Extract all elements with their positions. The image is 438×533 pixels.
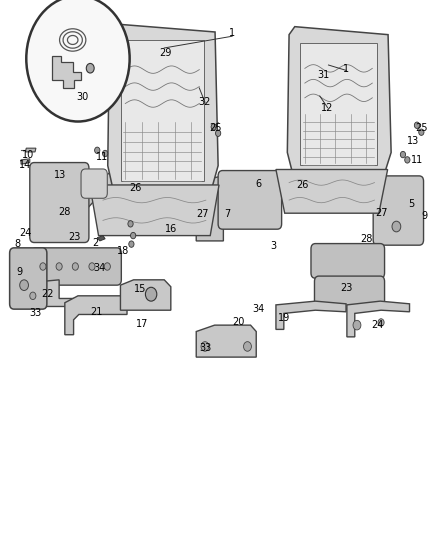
Circle shape xyxy=(129,241,134,247)
Polygon shape xyxy=(31,280,81,306)
Circle shape xyxy=(40,263,46,270)
Text: 5: 5 xyxy=(409,199,415,208)
Circle shape xyxy=(211,124,216,130)
Polygon shape xyxy=(65,296,127,335)
Text: 28: 28 xyxy=(360,234,372,244)
Text: 10: 10 xyxy=(22,150,35,159)
Text: 14: 14 xyxy=(19,160,32,170)
Circle shape xyxy=(145,287,157,301)
Circle shape xyxy=(89,263,95,270)
Polygon shape xyxy=(347,301,410,337)
Text: 9: 9 xyxy=(422,211,428,221)
Text: 11: 11 xyxy=(95,152,108,162)
Polygon shape xyxy=(276,301,346,329)
Text: 2: 2 xyxy=(92,238,99,247)
Text: 19: 19 xyxy=(278,313,290,322)
Circle shape xyxy=(72,263,78,270)
Circle shape xyxy=(414,122,420,128)
Circle shape xyxy=(104,263,110,270)
Polygon shape xyxy=(108,24,218,189)
FancyBboxPatch shape xyxy=(373,176,424,245)
FancyBboxPatch shape xyxy=(10,248,47,309)
Text: 15: 15 xyxy=(134,284,146,294)
Text: 11: 11 xyxy=(411,155,423,165)
Polygon shape xyxy=(120,280,171,310)
Circle shape xyxy=(392,221,401,232)
Text: 32: 32 xyxy=(199,98,211,107)
Text: 18: 18 xyxy=(117,246,130,255)
Text: 30: 30 xyxy=(76,92,88,102)
Text: 24: 24 xyxy=(19,229,32,238)
Text: 3: 3 xyxy=(271,241,277,251)
Text: 27: 27 xyxy=(375,208,387,218)
Text: 34: 34 xyxy=(94,263,106,272)
Polygon shape xyxy=(52,56,81,88)
Circle shape xyxy=(102,150,108,157)
Text: 28: 28 xyxy=(59,207,71,217)
Polygon shape xyxy=(21,159,30,164)
Text: 20: 20 xyxy=(233,318,245,327)
Circle shape xyxy=(244,342,251,351)
Text: 33: 33 xyxy=(200,343,212,352)
FancyBboxPatch shape xyxy=(30,163,89,243)
Circle shape xyxy=(26,0,130,122)
Polygon shape xyxy=(90,185,219,236)
FancyBboxPatch shape xyxy=(314,276,385,309)
Bar xyxy=(121,40,204,181)
Circle shape xyxy=(419,129,424,135)
Text: 9: 9 xyxy=(16,267,22,277)
Text: 7: 7 xyxy=(225,209,231,219)
Text: 34: 34 xyxy=(252,304,265,314)
Text: 12: 12 xyxy=(321,103,334,112)
Circle shape xyxy=(56,263,62,270)
Circle shape xyxy=(400,151,406,158)
Text: 17: 17 xyxy=(136,319,148,329)
Text: 27: 27 xyxy=(196,209,208,219)
Circle shape xyxy=(131,232,136,239)
Polygon shape xyxy=(196,176,223,241)
Text: 25: 25 xyxy=(415,123,427,133)
Text: 1: 1 xyxy=(343,64,349,74)
Text: 22: 22 xyxy=(41,289,53,299)
FancyBboxPatch shape xyxy=(81,169,107,198)
Text: 16: 16 xyxy=(165,224,177,234)
FancyBboxPatch shape xyxy=(218,171,282,229)
Circle shape xyxy=(95,147,100,154)
Circle shape xyxy=(201,342,209,351)
Polygon shape xyxy=(277,171,293,204)
Text: 1: 1 xyxy=(229,28,235,38)
Circle shape xyxy=(405,157,410,163)
Text: 33: 33 xyxy=(30,309,42,318)
Text: 26: 26 xyxy=(130,183,142,192)
Text: 26: 26 xyxy=(296,181,308,190)
Text: 31: 31 xyxy=(317,70,329,79)
Text: 21: 21 xyxy=(90,307,102,317)
Text: 23: 23 xyxy=(68,232,81,242)
Text: 13: 13 xyxy=(407,136,420,146)
Polygon shape xyxy=(287,27,391,173)
Circle shape xyxy=(128,221,133,227)
Text: 24: 24 xyxy=(371,320,384,330)
Bar xyxy=(300,43,377,165)
Polygon shape xyxy=(25,148,36,152)
FancyBboxPatch shape xyxy=(311,244,385,278)
Circle shape xyxy=(353,320,361,330)
Text: 8: 8 xyxy=(14,239,21,249)
Text: 25: 25 xyxy=(209,123,222,133)
Circle shape xyxy=(86,63,94,73)
Text: 6: 6 xyxy=(255,179,261,189)
Circle shape xyxy=(215,130,221,136)
Circle shape xyxy=(378,319,384,326)
Circle shape xyxy=(20,280,28,290)
Text: 13: 13 xyxy=(54,170,67,180)
Circle shape xyxy=(30,292,36,300)
Text: 23: 23 xyxy=(340,283,352,293)
Text: 29: 29 xyxy=(159,49,172,58)
Polygon shape xyxy=(97,236,105,241)
Polygon shape xyxy=(276,169,388,213)
Polygon shape xyxy=(72,171,114,230)
Polygon shape xyxy=(196,325,256,357)
FancyBboxPatch shape xyxy=(32,248,121,285)
